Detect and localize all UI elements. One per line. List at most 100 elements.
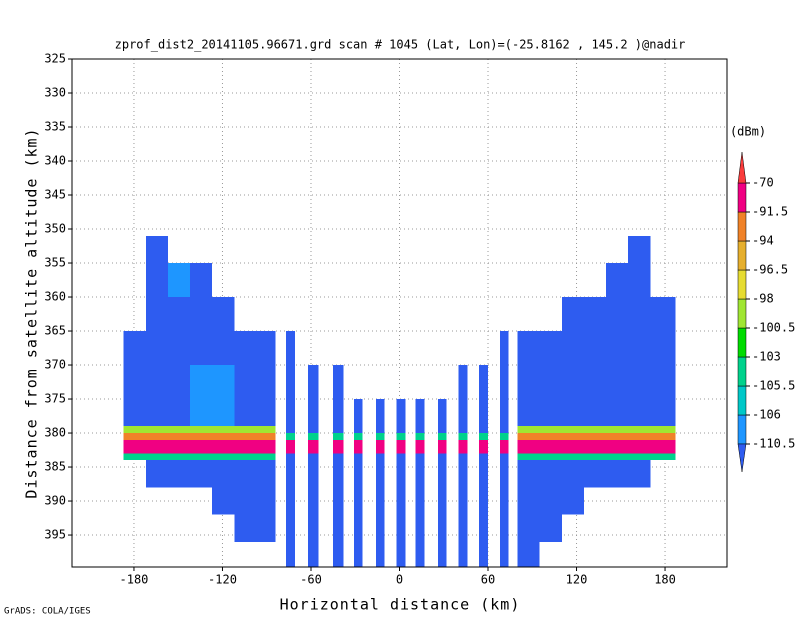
heatmap-cell (167, 331, 191, 366)
y-tick-label: 370 (44, 358, 66, 372)
colorbar-segment (737, 211, 747, 242)
heatmap-cell (458, 514, 468, 542)
heatmap-cell (606, 365, 629, 400)
heatmap-cell (308, 365, 319, 400)
heatmap-cell (458, 399, 468, 427)
colorbar-tick-label: -103 (752, 350, 781, 364)
heatmap-cell (628, 453, 651, 461)
heatmap-cell (123, 439, 146, 454)
heatmap-cell (458, 426, 468, 434)
heatmap-cell (628, 433, 651, 440)
heatmap-cell (650, 331, 676, 366)
heatmap-cell (145, 399, 168, 427)
heatmap-cell (583, 365, 607, 400)
heatmap-cell (190, 453, 213, 461)
colorbar-label: (dBm) (730, 125, 766, 139)
heatmap-cell (479, 433, 489, 440)
colorbar-segment (737, 298, 747, 329)
heatmap-cell (628, 263, 651, 298)
heatmap-cell (353, 399, 363, 427)
heatmap-cell (628, 365, 651, 400)
heatmap-cell (353, 439, 363, 454)
heatmap-cell (167, 426, 191, 434)
heatmap-cell (353, 514, 363, 542)
y-tick-label: 365 (44, 324, 66, 338)
heatmap-cell (396, 487, 406, 515)
heatmap-cell (353, 426, 363, 434)
heatmap-cell (256, 331, 276, 366)
x-tick-label: -180 (120, 573, 149, 587)
heatmap-cell (458, 365, 468, 400)
heatmap-cell (145, 235, 168, 264)
heatmap-cell (375, 426, 385, 434)
heatmap-cell (333, 487, 344, 515)
heatmap-cell (396, 514, 406, 542)
heatmap-cell (583, 460, 607, 488)
heatmap-cell (285, 365, 295, 400)
y-tick-label: 375 (44, 392, 66, 406)
heatmap-cell (499, 487, 509, 515)
x-tick-label: 180 (654, 573, 676, 587)
heatmap-cell (353, 453, 363, 461)
heatmap-cell (396, 433, 406, 440)
heatmap-cell (333, 541, 344, 567)
colorbar-tick-label: -105.5 (752, 379, 795, 393)
heatmap-cell (375, 541, 385, 567)
heatmap-cell (583, 297, 607, 332)
y-tick-label: 340 (44, 154, 66, 168)
heatmap-cell (650, 439, 676, 454)
heatmap-cell (212, 297, 235, 332)
heatmap-cell (333, 460, 344, 488)
chart-title: zprof_dist2_20141105.96671.grd scan # 10… (115, 38, 686, 52)
heatmap-cell (517, 399, 540, 427)
heatmap-cell (396, 453, 406, 461)
heatmap-cell (437, 541, 447, 567)
heatmap-cell (606, 433, 629, 440)
heatmap-cell (628, 460, 651, 488)
heatmap-cell (375, 433, 385, 440)
y-tick-label: 390 (44, 494, 66, 508)
heatmap-cell (437, 399, 447, 427)
heatmap-cell (308, 439, 319, 454)
heatmap-cell (650, 365, 676, 400)
heatmap-cell (212, 331, 235, 366)
heatmap-cell (145, 439, 168, 454)
heatmap-cell (517, 331, 540, 366)
heatmap-cell (256, 365, 276, 400)
heatmap-cell (353, 541, 363, 567)
heatmap-cell (606, 297, 629, 332)
heatmap-cell (517, 514, 540, 542)
y-tick-label: 335 (44, 120, 66, 134)
heatmap-cell (606, 453, 629, 461)
heatmap-cell (499, 331, 509, 366)
heatmap-cell (308, 453, 319, 461)
heatmap-cell (353, 487, 363, 515)
heatmap-cell (628, 439, 651, 454)
heatmap-cell (561, 331, 584, 366)
heatmap-cell (650, 433, 676, 440)
heatmap-cell (539, 439, 562, 454)
heatmap-cell (458, 487, 468, 515)
heatmap-cell (145, 331, 168, 366)
heatmap-cell (123, 426, 146, 434)
heatmap-cell (167, 297, 191, 332)
heatmap-cell (234, 433, 257, 440)
heatmap-cell (234, 439, 257, 454)
heatmap-cell (308, 426, 319, 434)
heatmap-cell (333, 365, 344, 400)
heatmap-cell (167, 399, 191, 427)
heatmap-cell (561, 453, 584, 461)
heatmap-cell (437, 514, 447, 542)
heatmap-cell (234, 399, 257, 427)
heatmap-cell (458, 460, 468, 488)
heatmap-cell (396, 439, 406, 454)
heatmap-cell (333, 399, 344, 427)
heatmap-cell (190, 426, 213, 434)
heatmap-cell (190, 433, 213, 440)
heatmap-cell (437, 426, 447, 434)
x-tick-label: 120 (566, 573, 588, 587)
heatmap-cell (234, 331, 257, 366)
heatmap-cell (308, 460, 319, 488)
heatmap-cell (415, 460, 425, 488)
heatmap-cell (285, 453, 295, 461)
